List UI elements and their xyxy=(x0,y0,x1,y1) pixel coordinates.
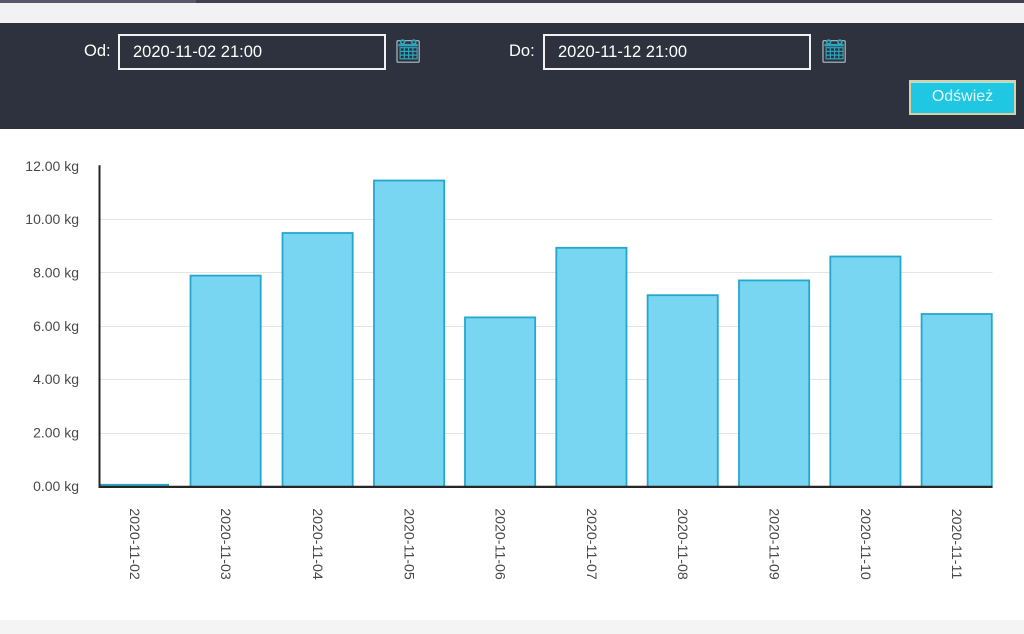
svg-text:2020-11-05: 2020-11-05 xyxy=(401,508,417,580)
svg-text:2020-11-02: 2020-11-02 xyxy=(126,508,142,580)
svg-text:4.00 kg: 4.00 kg xyxy=(33,371,79,387)
svg-text:2020-11-03: 2020-11-03 xyxy=(217,508,233,580)
svg-text:2020-11-04: 2020-11-04 xyxy=(309,508,325,580)
svg-text:2020-11-10: 2020-11-10 xyxy=(857,508,873,580)
svg-text:2020-11-07: 2020-11-07 xyxy=(583,508,599,580)
svg-text:2020-11-08: 2020-11-08 xyxy=(674,508,690,580)
svg-text:2020-11-06: 2020-11-06 xyxy=(492,508,508,580)
svg-text:0.00 kg: 0.00 kg xyxy=(33,478,79,494)
svg-text:10.00 kg: 10.00 kg xyxy=(25,211,79,227)
svg-text:6.00 kg: 6.00 kg xyxy=(33,318,79,334)
svg-text:12.00 kg: 12.00 kg xyxy=(25,158,79,174)
svg-text:2020-11-11: 2020-11-11 xyxy=(948,509,964,580)
svg-text:2.00 kg: 2.00 kg xyxy=(33,425,79,441)
svg-text:8.00 kg: 8.00 kg xyxy=(33,264,79,280)
svg-text:2020-11-09: 2020-11-09 xyxy=(766,508,782,580)
